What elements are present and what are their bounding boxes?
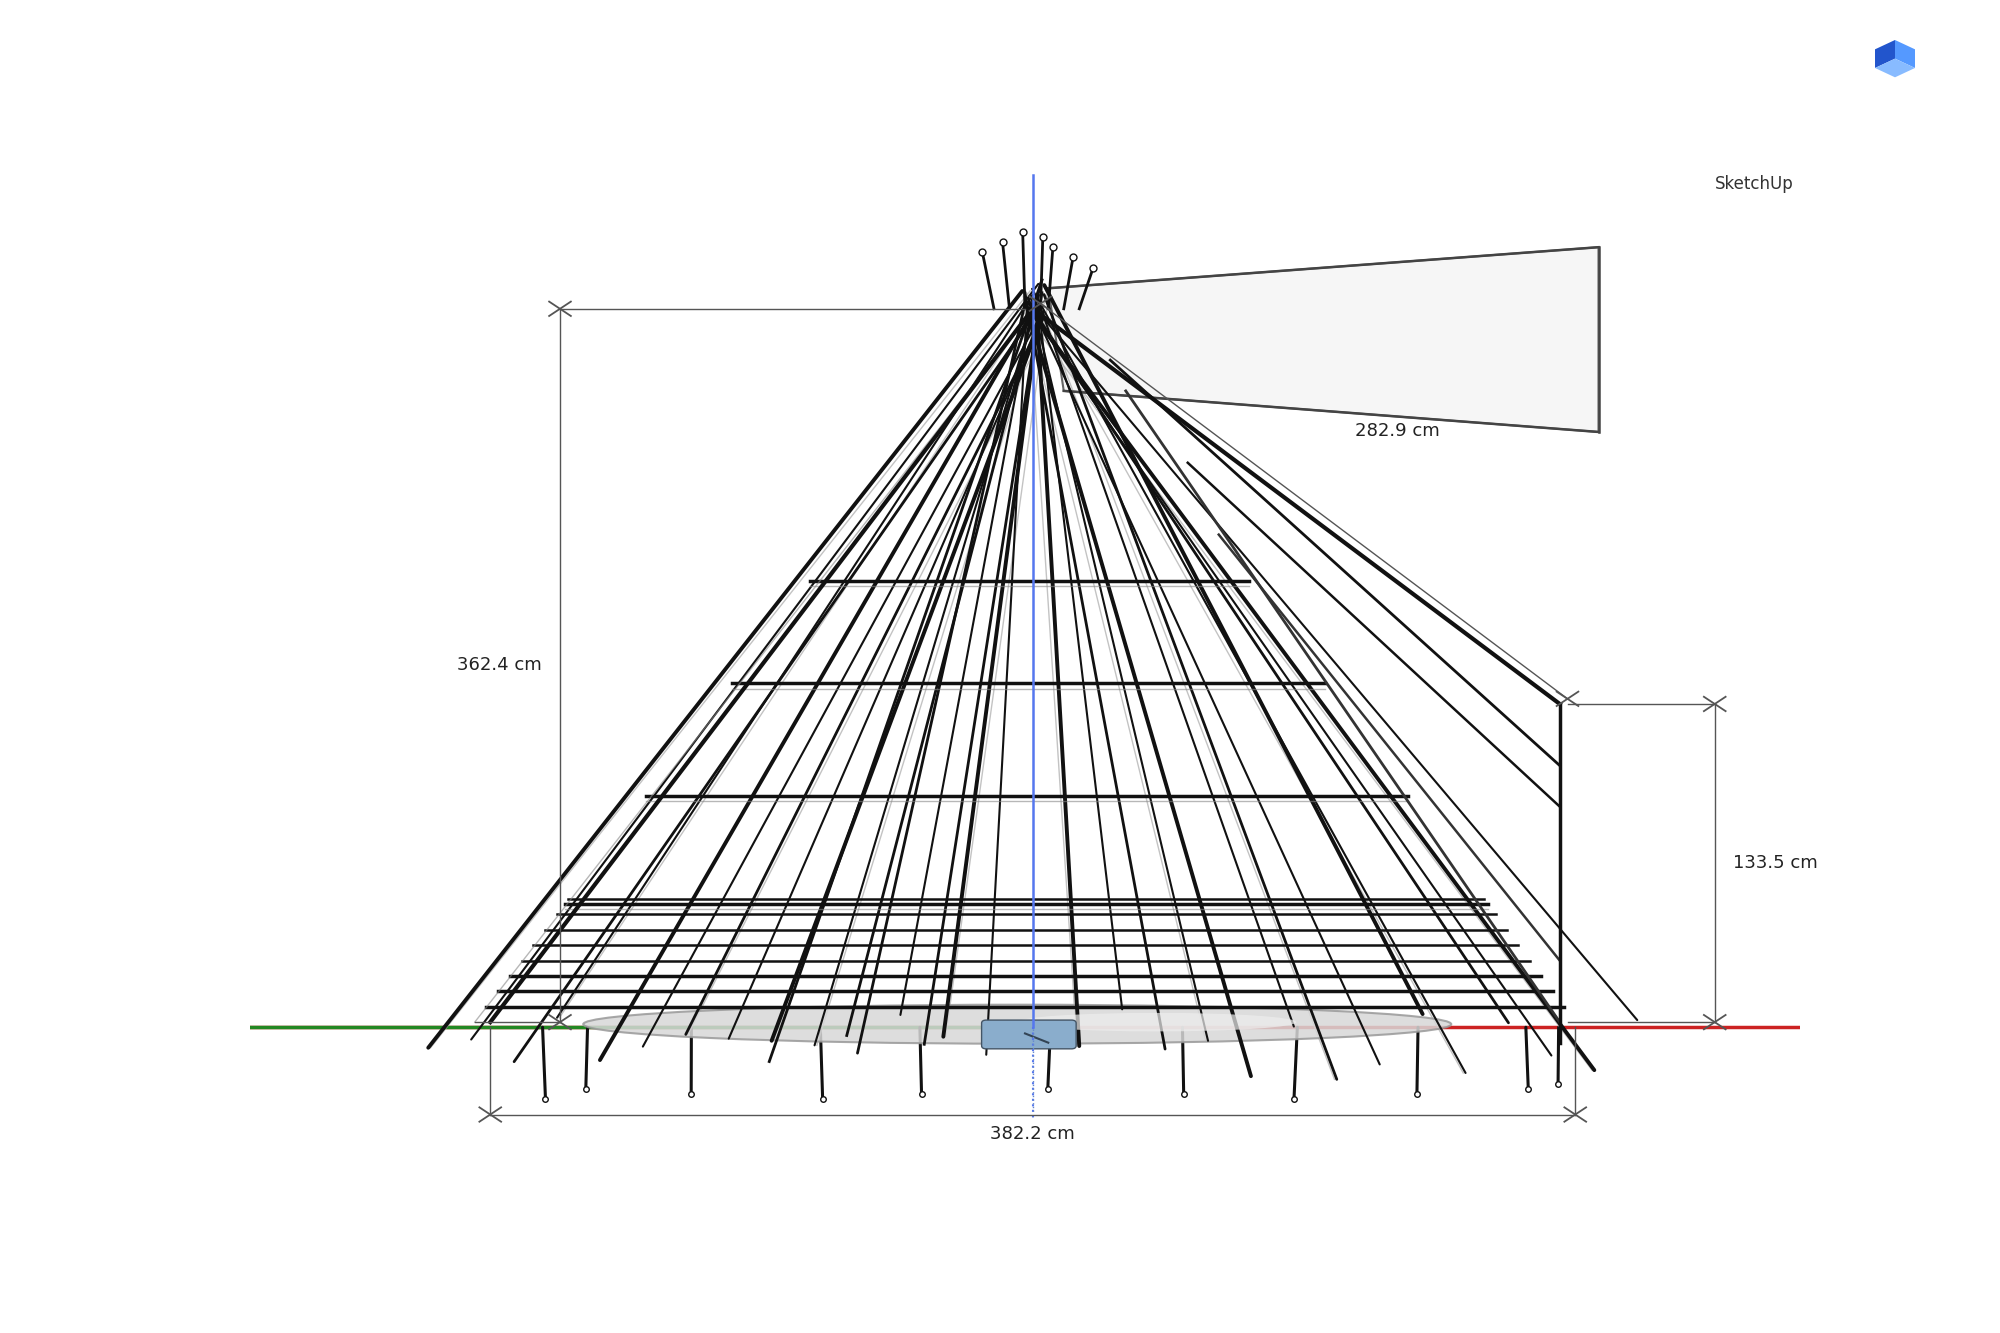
Text: 362.4 cm: 362.4 cm [456,656,542,674]
FancyBboxPatch shape [982,1020,1076,1049]
Polygon shape [1876,59,1916,77]
Text: 382.2 cm: 382.2 cm [990,1125,1076,1142]
Ellipse shape [584,1005,1452,1044]
Polygon shape [1876,40,1896,68]
Ellipse shape [1018,1013,1296,1032]
Text: 133.5 cm: 133.5 cm [1734,854,1818,872]
Polygon shape [1048,247,1598,432]
Polygon shape [1896,40,1916,68]
Text: SketchUp: SketchUp [1716,176,1794,193]
Text: 282.9 cm: 282.9 cm [1354,421,1440,440]
